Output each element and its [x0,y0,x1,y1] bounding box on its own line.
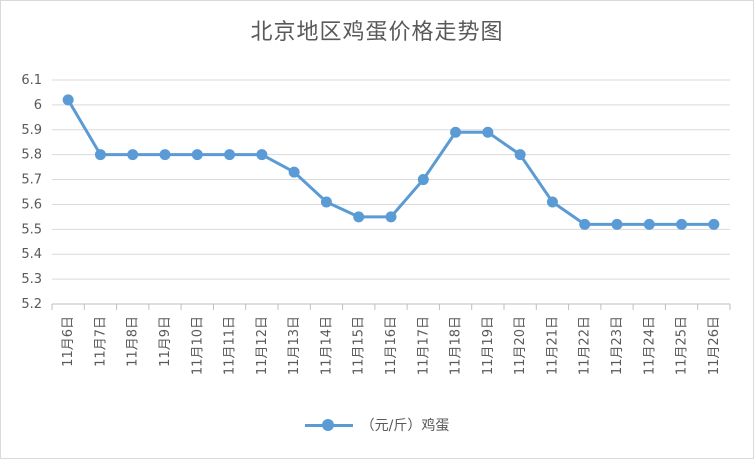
grid-lines [52,79,730,305]
x-tick-label: 11月20日 [513,316,528,375]
x-tick-label: 11月21日 [545,316,560,375]
y-tick-label: 5.8 [21,148,42,163]
y-axis: 6.1 6 5.9 5.8 5.7 5.6 5.5 5.4 5.3 5.2 [21,73,42,312]
y-tick-label: 5.5 [21,222,42,237]
y-tick-label: 5.7 [21,173,42,188]
data-point [676,218,688,230]
data-point [94,149,106,161]
x-tick-label: 11月18日 [449,316,464,375]
data-point [191,149,203,161]
x-tick-label: 11月17日 [416,316,431,375]
y-tick-label: 5.2 [21,297,42,312]
legend-label: （元/斤）鸡蛋 [360,418,450,434]
x-axis: 11月6日 11月7日 11月8日 11月9日 11月10日 11月11日 11月12日 11… [51,303,731,375]
data-point [611,218,623,230]
x-tick-label: 11月25日 [675,316,690,375]
data-point [482,126,494,138]
data-point [643,218,655,230]
data-point [224,149,236,161]
x-tick-label: 11月22日 [578,316,593,375]
data-point [546,196,558,208]
data-point [127,149,139,161]
series-group [62,94,720,230]
x-tick-label: 11月24日 [642,316,657,375]
x-tick-label: 11月8日 [126,316,141,367]
x-tick-label: 11月14日 [319,316,334,375]
y-tick-label: 5.3 [21,272,42,287]
legend: （元/斤）鸡蛋 [0,415,754,435]
x-tick-label: 11月19日 [481,316,496,375]
x-tick-label: 11月23日 [610,316,625,375]
y-tick-label: 5.6 [21,197,42,212]
data-point [256,149,268,161]
y-tick-label: 6 [34,98,42,113]
data-point [708,218,720,230]
x-tick-label: 11月26日 [707,316,722,375]
y-tick-label: 5.9 [21,123,42,138]
x-tick-label: 11月12日 [255,316,270,375]
data-point [62,94,74,106]
y-tick-label: 5.4 [21,247,42,262]
data-point [417,174,429,186]
x-tick-label: 11月13日 [287,316,302,375]
data-point [288,166,300,178]
x-tick-label: 11月16日 [384,316,399,375]
data-point [320,196,332,208]
y-tick-label: 6.1 [21,73,42,88]
x-tick-label: 11月9日 [158,316,173,367]
x-tick-label: 11月10日 [190,316,205,375]
data-point [514,149,526,161]
x-tick-label: 11月6日 [61,316,76,367]
x-tick-label: 11月11日 [223,316,238,375]
data-point [579,218,591,230]
series-line [66,99,714,226]
data-point [385,211,397,223]
x-tick-label: 11月7日 [93,316,108,367]
data-point [353,211,365,223]
chart-title: 北京地区鸡蛋价格走势图 [250,20,504,45]
data-point [450,126,462,138]
data-point [159,149,171,161]
x-tick-label: 11月15日 [352,316,367,375]
legend-swatch-icon [304,418,353,432]
